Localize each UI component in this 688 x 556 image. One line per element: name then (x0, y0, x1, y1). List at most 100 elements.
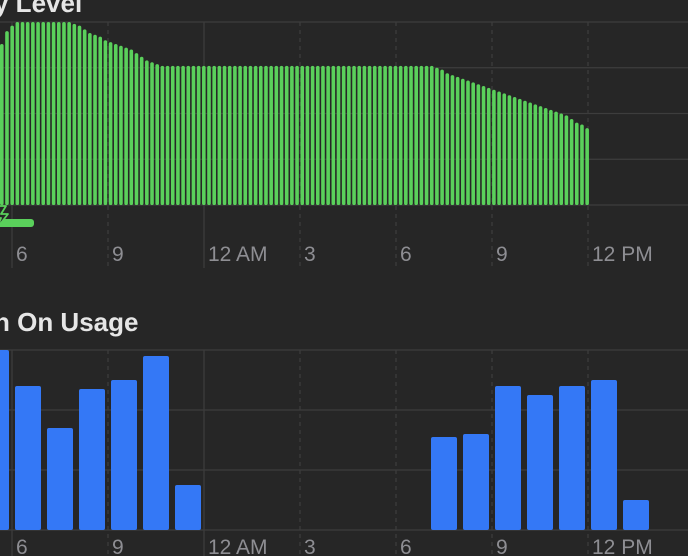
screen-usage-bar (623, 500, 649, 530)
screen-usage-bar (15, 386, 41, 530)
screen-usage-bar (0, 350, 9, 530)
battery-level-bar (274, 65, 279, 205)
battery-level-bar (46, 22, 51, 205)
battery-level-bar (103, 40, 108, 205)
battery-level-bar (523, 100, 527, 205)
battery-level-bar (227, 65, 232, 205)
usage-x-axis-label: 3 (304, 536, 316, 556)
battery-level-bar (321, 65, 325, 205)
battery-level-bar (580, 124, 584, 205)
battery-level-bar (466, 80, 470, 205)
lightning-bolt-icon (0, 205, 9, 226)
usage-x-axis-label: 12 PM (592, 536, 653, 556)
screen-usage-bar (111, 380, 137, 530)
battery-level-bar (56, 22, 61, 205)
battery-x-axis-label: 12 PM (592, 243, 653, 266)
battery-level-bar (31, 22, 35, 205)
battery-level-bar (554, 111, 558, 205)
screen-usage-bar (47, 428, 73, 530)
battery-level-bar (336, 65, 341, 205)
battery-level-chart[interactable]: 6 9 12 AM 3 6 9 12 PM (0, 0, 688, 275)
battery-level-bar (25, 22, 30, 205)
battery-level-bar (67, 22, 71, 205)
battery-level-bar (212, 65, 216, 205)
battery-level-bar (507, 95, 512, 205)
battery-level-bar (145, 60, 149, 206)
battery-level-bar (217, 65, 222, 205)
screen-usage-bar (559, 386, 585, 530)
battery-level-bar (176, 65, 180, 205)
battery-level-bar (388, 65, 393, 205)
battery-level-bar (512, 97, 517, 205)
battery-level-bar (51, 22, 56, 205)
battery-level-bar (150, 62, 154, 206)
battery-level-bar (41, 22, 46, 205)
battery-level-bar (450, 75, 455, 205)
battery-level-bar (362, 65, 367, 205)
battery-level-bar (259, 65, 263, 205)
screen-usage-bar (79, 389, 105, 530)
battery-level-bar (264, 65, 268, 205)
battery-level-bar (404, 65, 408, 205)
battery-level-bar (429, 65, 434, 205)
battery-level-bar (419, 65, 424, 205)
battery-level-bar (564, 115, 569, 205)
battery-level-bar (186, 65, 191, 205)
battery-level-bar (398, 65, 403, 205)
battery-x-axis-label: 9 (112, 243, 124, 266)
battery-level-bar (331, 65, 336, 205)
battery-level-bar (471, 82, 475, 205)
battery-level-bar (238, 65, 242, 205)
usage-x-axis-label: 6 (400, 536, 412, 556)
battery-level-title: y Level (0, 0, 83, 18)
battery-level-bar (315, 65, 320, 205)
battery-level-bar (155, 64, 159, 205)
battery-level-bar (424, 65, 429, 205)
screen-usage-bar (175, 485, 201, 530)
battery-level-bar (378, 65, 382, 205)
battery-x-axis-label: 6 (400, 243, 412, 266)
battery-level-bar (20, 22, 25, 205)
battery-level-bar (160, 65, 165, 205)
battery-level-bar (15, 22, 20, 205)
battery-level-bar (77, 25, 82, 205)
battery-level-bar (36, 22, 40, 205)
battery-level-bar (559, 113, 564, 205)
battery-level-bar (393, 65, 398, 205)
screen-on-usage-chart[interactable]: 6 9 12 AM 3 6 9 12 PM (0, 338, 688, 556)
battery-level-bar (233, 65, 237, 205)
battery-x-axis-label: 12 AM (208, 243, 268, 266)
battery-level-bar (481, 86, 486, 205)
battery-level-bar (202, 65, 206, 205)
battery-level-bar (5, 31, 9, 206)
battery-level-bar (222, 65, 227, 205)
battery-level-bar (492, 89, 496, 205)
battery-level-bar (196, 65, 201, 205)
battery-level-bar (486, 87, 491, 205)
battery-level-bar (414, 65, 418, 205)
battery-level-bar (134, 53, 139, 205)
usage-x-axis-label: 9 (496, 536, 508, 556)
battery-level-bar (0, 43, 4, 206)
battery-level-bar (284, 65, 289, 205)
battery-level-bar (357, 65, 362, 205)
battery-level-bar (502, 93, 507, 205)
battery-level-bar (533, 104, 538, 205)
screen-usage-bar (463, 434, 489, 530)
screen-usage-bar (591, 380, 617, 530)
battery-level-bar (108, 42, 113, 205)
screen-usage-bar (431, 437, 457, 530)
battery-level-bar (528, 102, 532, 205)
battery-level-bar (165, 65, 170, 205)
battery-level-bar (574, 122, 579, 205)
battery-level-bar (72, 23, 77, 205)
battery-level-bar (310, 65, 315, 205)
battery-level-bar (124, 47, 128, 206)
battery-level-bar (435, 67, 439, 205)
battery-level-bar (253, 65, 258, 205)
battery-level-bar (383, 65, 387, 205)
battery-level-bar (113, 43, 118, 206)
battery-level-bar (476, 84, 481, 205)
battery-level-bar (497, 91, 501, 205)
